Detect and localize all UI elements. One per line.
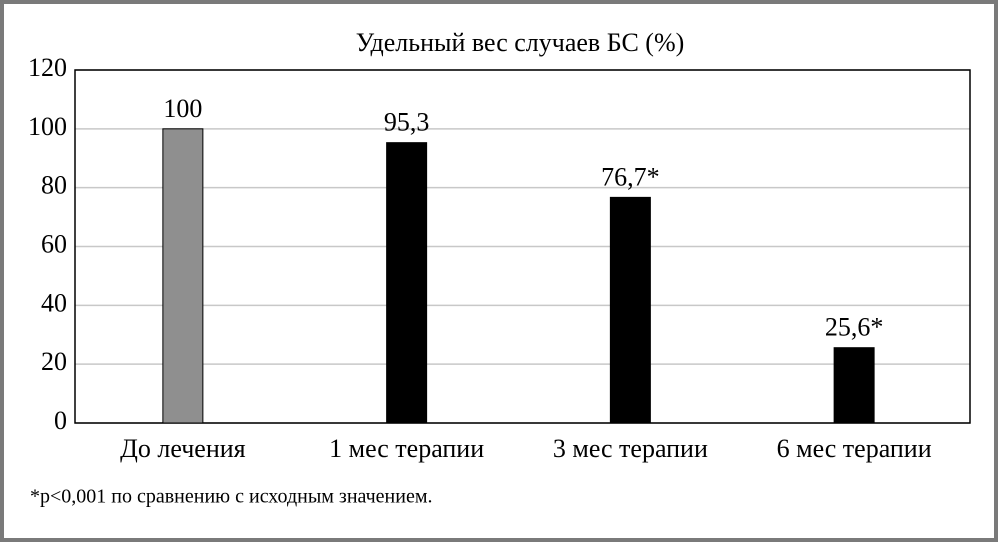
x-tick-label: 3 мес терапии	[553, 434, 708, 463]
value-label: 25,6*	[825, 313, 884, 342]
x-tick-label: До лечения	[120, 434, 246, 463]
y-tick-label: 120	[28, 53, 67, 82]
bar	[609, 196, 651, 424]
y-tick-label: 0	[54, 406, 67, 435]
bar	[162, 128, 204, 424]
y-tick-label: 40	[41, 288, 67, 317]
footnote: *p<0,001 по сравнению с исходным значени…	[30, 486, 433, 508]
value-label: 76,7*	[601, 162, 660, 191]
y-tick-label: 80	[41, 171, 67, 200]
y-tick-label: 20	[41, 347, 67, 376]
x-tick-label: 6 мес терапии	[777, 434, 932, 463]
chart-title: Удельный вес случаев БС (%)	[356, 28, 685, 57]
x-tick-label: 1 мес терапии	[329, 434, 484, 463]
value-label: 95,3	[384, 108, 430, 137]
y-tick-label: 60	[41, 229, 67, 258]
y-tick-label: 100	[28, 112, 67, 141]
value-label: 100	[163, 94, 202, 123]
bar	[386, 142, 428, 424]
plot-frame	[74, 69, 971, 424]
bar	[833, 347, 875, 424]
